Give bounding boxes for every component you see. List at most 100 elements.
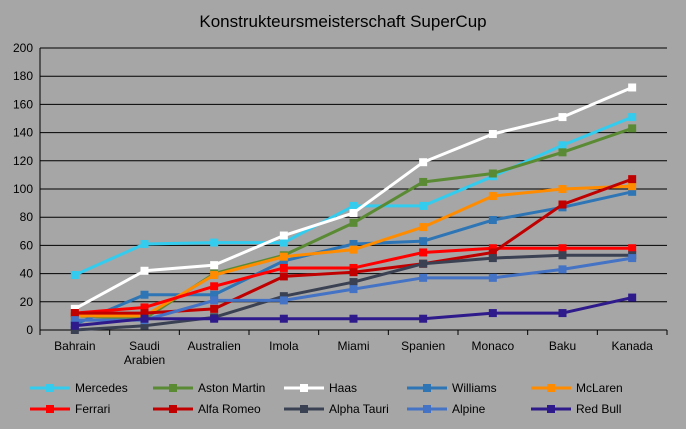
data-point xyxy=(349,285,358,294)
data-point xyxy=(349,263,358,272)
legend-label: Alpine xyxy=(452,402,486,416)
data-point xyxy=(419,177,428,186)
data-point xyxy=(279,272,288,281)
data-point xyxy=(558,200,567,209)
data-point xyxy=(70,304,79,313)
x-tick-label-line: Arabien xyxy=(124,353,165,367)
data-point xyxy=(558,141,567,150)
y-tick-label: 20 xyxy=(20,295,34,309)
x-tick-label-line: Baku xyxy=(549,339,576,353)
data-point xyxy=(419,273,428,282)
series-mercedes xyxy=(70,113,637,280)
y-tick-label: 40 xyxy=(20,267,34,281)
data-point xyxy=(349,218,358,227)
legend-item: McLaren xyxy=(531,381,623,395)
y-tick-label: 200 xyxy=(13,41,33,55)
legend-marker-swatch xyxy=(169,384,177,392)
data-point xyxy=(558,309,567,318)
legend-label: McLaren xyxy=(576,381,623,395)
legend-marker-swatch xyxy=(300,384,308,392)
data-point xyxy=(349,278,358,287)
data-point xyxy=(628,113,637,122)
data-point xyxy=(488,169,497,178)
data-point xyxy=(140,321,149,330)
legend-marker-swatch xyxy=(547,384,555,392)
data-point xyxy=(628,254,637,263)
x-tick-label-line: Monaco xyxy=(471,339,514,353)
x-tick-label: Baku xyxy=(549,339,576,353)
x-tick-label-line: Imola xyxy=(269,339,299,353)
data-point xyxy=(140,239,149,248)
legend-item: Alpine xyxy=(407,402,486,416)
data-point xyxy=(70,326,79,334)
data-point xyxy=(488,192,497,201)
data-point xyxy=(279,256,288,265)
series-area xyxy=(70,83,637,334)
data-point xyxy=(210,271,219,280)
data-point xyxy=(558,251,567,260)
data-point xyxy=(558,265,567,274)
data-point xyxy=(488,273,497,282)
data-point xyxy=(419,201,428,210)
legend-label: Aston Martin xyxy=(198,381,265,395)
data-point xyxy=(349,314,358,323)
legend: Mercedes Aston Martin Haas Williams McLaren F… xyxy=(30,381,623,416)
legend-label: Mercedes xyxy=(75,381,128,395)
data-point xyxy=(279,263,288,272)
data-point xyxy=(279,252,288,261)
legend-item: Williams xyxy=(407,381,497,395)
chart-title: Konstrukteursmeisterschaft SuperCup xyxy=(199,12,486,31)
data-point xyxy=(279,296,288,305)
data-point xyxy=(349,201,358,210)
data-point xyxy=(488,130,497,139)
y-tick-label: 140 xyxy=(13,126,33,140)
data-point xyxy=(558,148,567,157)
y-tick-label: 0 xyxy=(26,323,33,337)
x-tick-label-line: Kanada xyxy=(611,339,653,353)
legend-label: Williams xyxy=(452,381,497,395)
legend-item: Alfa Romeo xyxy=(153,402,261,416)
data-point xyxy=(488,216,497,225)
data-point xyxy=(279,231,288,240)
data-point xyxy=(628,293,637,302)
legend-marker-swatch xyxy=(46,384,54,392)
data-point xyxy=(140,303,149,312)
x-tick-label: Bahrain xyxy=(54,339,95,353)
x-tick-label-line: Bahrain xyxy=(54,339,95,353)
legend-item: Red Bull xyxy=(531,402,621,416)
x-tick-label: Spanien xyxy=(401,339,445,353)
data-point xyxy=(140,314,149,323)
legend-item: Haas xyxy=(284,381,357,395)
legend-label: Ferrari xyxy=(75,402,110,416)
data-point xyxy=(628,187,637,196)
legend-item: Ferrari xyxy=(30,402,110,416)
series-ferrari xyxy=(70,244,637,318)
x-tick-label: Imola xyxy=(269,339,299,353)
data-point xyxy=(210,282,219,291)
data-point xyxy=(488,248,497,257)
legend-marker-swatch xyxy=(300,405,308,413)
y-tick-label: 60 xyxy=(20,238,34,252)
x-tick-label-line: Australien xyxy=(187,339,240,353)
x-tick-label-line: Miami xyxy=(338,339,370,353)
series-red-bull xyxy=(70,293,637,330)
data-point xyxy=(70,321,79,330)
x-tick-label: Monaco xyxy=(471,339,514,353)
legend-marker-swatch xyxy=(423,405,431,413)
data-point xyxy=(349,208,358,217)
data-point xyxy=(210,261,219,270)
x-tick-label-line: Saudi xyxy=(129,339,160,353)
y-tick-label: 80 xyxy=(20,210,34,224)
data-point xyxy=(419,237,428,246)
data-point xyxy=(70,271,79,280)
x-tick-label-line: Spanien xyxy=(401,339,445,353)
y-tick-label: 120 xyxy=(13,154,33,168)
data-point xyxy=(488,244,497,253)
data-point xyxy=(70,316,79,325)
legend-item: Alpha Tauri xyxy=(284,402,389,416)
data-point xyxy=(419,223,428,232)
series-haas xyxy=(70,83,637,313)
